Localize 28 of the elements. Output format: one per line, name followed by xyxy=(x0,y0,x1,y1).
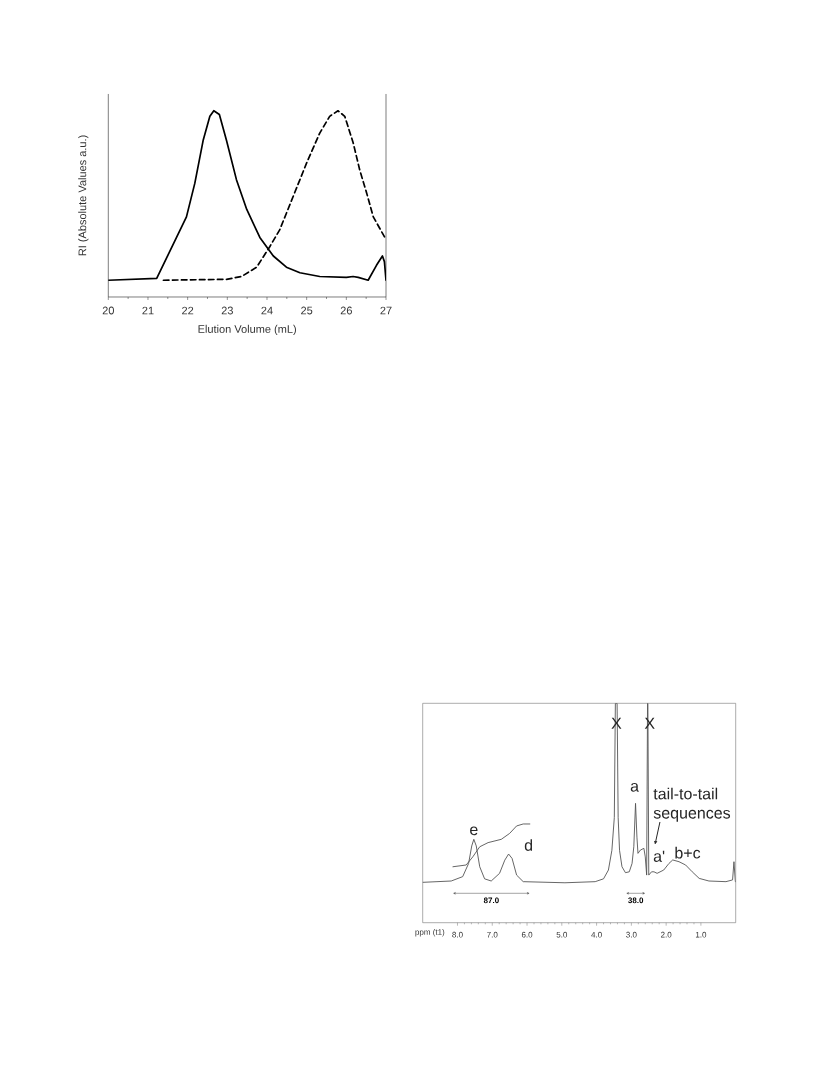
x-tick-label: 1.0 xyxy=(695,931,707,938)
x-tick-label: 20 xyxy=(102,306,114,315)
x-tick-label: 25 xyxy=(301,306,313,315)
x-tick-label: 8.0 xyxy=(452,931,463,938)
annotation: d xyxy=(524,839,533,851)
annotation: a xyxy=(630,782,639,792)
x-tick-label: 7.0 xyxy=(487,931,498,938)
annotation: e xyxy=(470,826,478,836)
annotation: 38.0 xyxy=(628,897,644,904)
x-tick-label: 6.0 xyxy=(521,931,533,938)
x-axis-title: Elution Volume (mL) xyxy=(198,324,296,336)
x-tick-label: 26 xyxy=(340,306,352,315)
x-tick-label: 24 xyxy=(261,306,273,315)
x-tick-label: 5.0 xyxy=(556,931,568,938)
y-axis-title: RI (Absolute Values a.u.) xyxy=(78,135,89,256)
x-axis-title: ppm (t1) xyxy=(415,928,445,937)
annotation: a' xyxy=(653,850,665,862)
x-tick-label: 2.0 xyxy=(660,931,672,938)
x-tick-label: 27 xyxy=(380,306,392,315)
x-tick-label: 23 xyxy=(221,306,233,315)
annotation: X xyxy=(611,717,622,729)
x-tick-label: 22 xyxy=(182,306,194,315)
x-tick-label: 21 xyxy=(142,306,154,315)
annotation: tail-to-tail sequences xyxy=(653,787,731,822)
annotation: 87.0 xyxy=(483,897,499,904)
annotation: b+c xyxy=(675,846,701,859)
x-tick-label: 4.0 xyxy=(591,931,602,938)
x-tick-label: 3.0 xyxy=(626,931,637,938)
